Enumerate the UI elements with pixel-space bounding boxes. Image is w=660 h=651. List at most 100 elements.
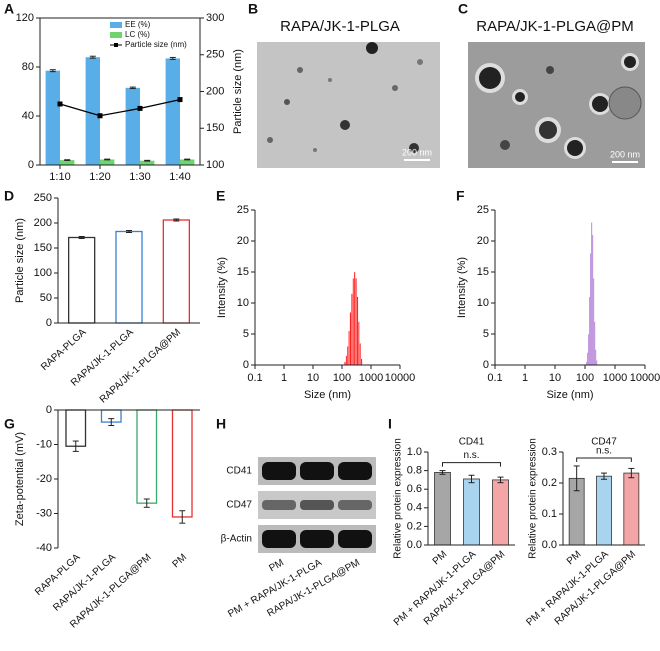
panel-label: C (458, 1, 468, 17)
y-tick-label: 0 (28, 159, 34, 171)
tem-image (257, 42, 440, 168)
y-tick-label: 80 (22, 61, 34, 73)
y-axis-label: Intensity (%) (456, 257, 468, 318)
histogram-bar (359, 343, 362, 366)
y-tick-label: 25 (477, 204, 489, 216)
y-tick-label: 0.2 (407, 520, 422, 532)
y-tick-label: 0.0 (407, 539, 422, 551)
y2-tick-label: 300 (206, 12, 224, 24)
histogram-bar (587, 352, 589, 366)
x-tick-label: 1 (522, 372, 528, 384)
y-tick-label: 150 (34, 242, 52, 254)
legend-label: Particle size (nm) (125, 40, 187, 49)
bar (136, 409, 158, 504)
y-tick-label: 0 (46, 404, 52, 416)
y-tick-label: 0.0 (542, 539, 557, 551)
x-tick-label: 100 (333, 372, 351, 384)
x-tick-label: PM (171, 552, 190, 570)
histogram-bar (352, 278, 355, 366)
chart-title: CD41 (459, 437, 485, 448)
bar (165, 58, 180, 165)
image-title: RAPA/JK-1-PLGA (280, 18, 400, 35)
panel-label: A (4, 1, 14, 17)
y-tick-label: 5 (243, 328, 249, 340)
x-tick-label: PM (565, 549, 584, 567)
histogram-bar (360, 358, 363, 366)
line-marker (57, 101, 63, 107)
scale-bar-label: 200 nm (402, 147, 432, 157)
x-tick-label: 1:10 (49, 171, 70, 183)
y2-tick-label: 250 (206, 49, 224, 61)
y-tick-label: 0.2 (542, 477, 557, 489)
bar (492, 479, 509, 546)
y-axis-label: Particle size (nm) (14, 218, 26, 303)
histogram-bar (355, 278, 357, 366)
panel-label: E (216, 188, 225, 204)
y-tick-label: -10 (36, 438, 52, 450)
x-tick-label: 1000 (603, 372, 627, 384)
y-tick-label: 15 (237, 266, 249, 278)
legend-swatch (110, 32, 122, 38)
chart-title: CD47 (591, 437, 617, 448)
y-tick-label: 25 (237, 204, 249, 216)
legend-swatch (110, 22, 122, 28)
y-tick-label: 0 (46, 317, 52, 329)
x-tick-label: 0.1 (487, 372, 502, 384)
y-tick-label: 10 (477, 297, 489, 309)
histogram-bar (353, 271, 356, 366)
bar (463, 478, 480, 546)
histogram-bar (346, 346, 349, 366)
bar (434, 472, 451, 546)
y-tick-label: 120 (16, 12, 34, 24)
x-tick-label: 10 (307, 372, 319, 384)
x-axis-label: Size (nm) (304, 389, 351, 401)
panel-label: G (4, 416, 15, 432)
y-tick-label: 50 (40, 292, 52, 304)
y2-tick-label: 200 (206, 85, 224, 97)
line (59, 98, 181, 117)
bar (125, 87, 140, 165)
x-tick-label: RAPA-PLGA (39, 327, 89, 373)
panel-label: F (456, 188, 465, 204)
histogram-bar (349, 312, 352, 366)
y-tick-label: 20 (477, 235, 489, 247)
y-tick-label: 10 (237, 297, 249, 309)
x-tick-label: 1000 (359, 372, 383, 384)
blot-lane-label: PM (267, 557, 285, 574)
bar (140, 160, 155, 165)
x-tick-label: 10000 (385, 372, 416, 384)
western-blot (258, 457, 376, 553)
bar (180, 159, 195, 165)
x-tick-label: 1:30 (129, 171, 150, 183)
y-tick-label: 0 (483, 359, 489, 371)
panel-label: B (248, 1, 258, 17)
bar (68, 236, 96, 324)
bar (171, 409, 193, 518)
bar (623, 472, 640, 546)
x-tick-label: 10 (549, 372, 561, 384)
y-tick-label: 100 (34, 267, 52, 279)
x-tick-label: 1:20 (89, 171, 110, 183)
significance-label: n.s. (596, 446, 612, 457)
bar (596, 475, 612, 546)
histogram-bar (592, 234, 594, 366)
y-tick-label: 15 (477, 266, 489, 278)
x-tick-label: RAPA/JK-1-PLGA@PM (98, 327, 183, 405)
tem-image (468, 42, 645, 168)
line-marker (177, 97, 183, 103)
histogram-bar (596, 359, 598, 366)
line-marker (137, 105, 143, 111)
y-tick-label: -20 (36, 473, 52, 485)
x-tick-label: 100 (576, 372, 594, 384)
x-tick-label: RAPA/JK-1-PLGA (51, 552, 118, 614)
image-title: RAPA/JK-1-PLGA@PM (476, 18, 634, 35)
significance-bracket (442, 462, 501, 467)
bar (162, 219, 190, 324)
x-tick-label: 10000 (630, 372, 660, 384)
bar (100, 159, 115, 165)
y-tick-label: 200 (34, 217, 52, 229)
y-tick-label: 20 (237, 235, 249, 247)
x-axis-label: Size (nm) (546, 389, 593, 401)
histogram-bar (345, 355, 348, 366)
